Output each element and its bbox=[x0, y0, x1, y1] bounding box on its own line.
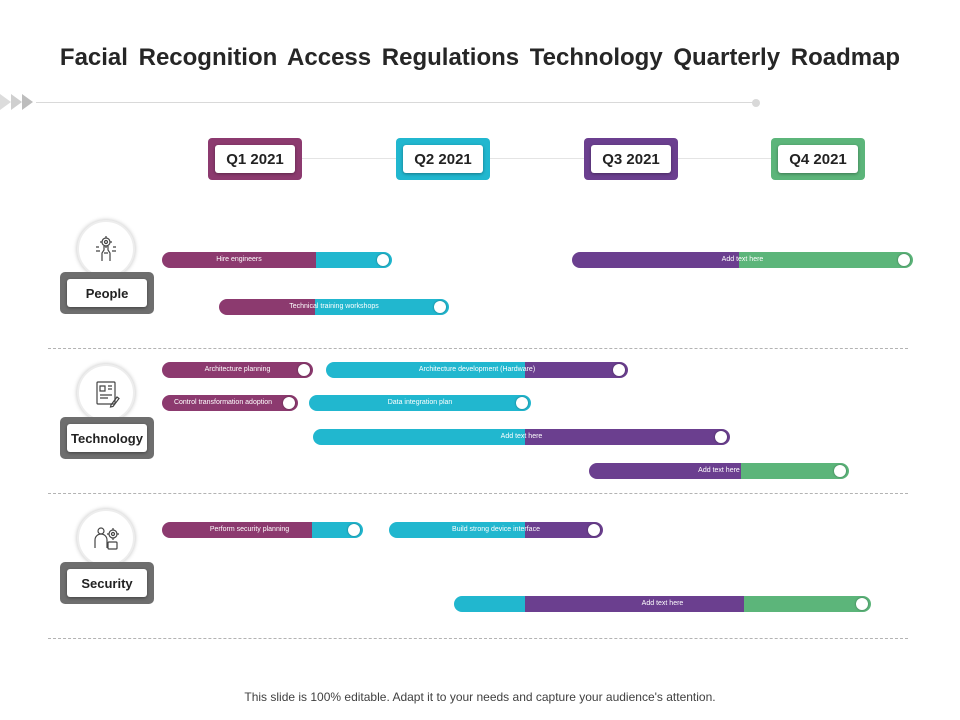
quarter-q1-label: Q1 2021 bbox=[215, 145, 295, 173]
category-people-label: People bbox=[67, 279, 147, 307]
task-label: Architecture development (Hardware) bbox=[418, 366, 536, 373]
task-end-knob bbox=[715, 431, 727, 443]
task-architecture-planning: Architecture planning bbox=[162, 362, 313, 378]
task-end-knob bbox=[516, 397, 528, 409]
task-end-knob bbox=[834, 465, 846, 477]
task-control-transformation: Control transformation adoption bbox=[162, 395, 298, 411]
quarter-connector-line bbox=[255, 158, 815, 159]
quarter-q2-box: Q2 2021 bbox=[396, 138, 490, 180]
quarter-q3-label: Q3 2021 bbox=[591, 145, 671, 173]
category-people: People bbox=[60, 272, 154, 314]
task-label: Add text here bbox=[641, 600, 684, 607]
quarter-q3-box: Q3 2021 bbox=[584, 138, 678, 180]
task-end-knob bbox=[377, 254, 389, 266]
hand-gear-icon bbox=[77, 220, 135, 278]
task-end-knob bbox=[588, 524, 600, 536]
task-architecture-development: Architecture development (Hardware) bbox=[326, 362, 628, 378]
quarter-q2-label: Q2 2021 bbox=[403, 145, 483, 173]
task-end-knob bbox=[283, 397, 295, 409]
person-gear-icon bbox=[77, 509, 135, 567]
task-end-knob bbox=[613, 364, 625, 376]
task-end-knob bbox=[298, 364, 310, 376]
task-tech-add-text-2: Add text here bbox=[589, 463, 849, 479]
task-end-knob bbox=[434, 301, 446, 313]
task-end-knob bbox=[348, 524, 360, 536]
section-divider bbox=[48, 348, 908, 349]
category-security: Security bbox=[60, 562, 154, 604]
blueprint-pencil-icon bbox=[77, 364, 135, 422]
task-people-add-text: Add text here bbox=[572, 252, 913, 268]
task-label: Add text here bbox=[721, 256, 764, 263]
quarter-q1-box: Q1 2021 bbox=[208, 138, 302, 180]
task-label: Perform security planning bbox=[209, 526, 290, 533]
category-technology: Technology bbox=[60, 417, 154, 459]
underline-end-dot bbox=[752, 99, 760, 107]
task-label: Architecture planning bbox=[204, 366, 271, 373]
page-title: Facial Recognition Access Regulations Te… bbox=[59, 44, 901, 71]
title-underline bbox=[36, 102, 756, 103]
task-data-integration: Data integration plan bbox=[309, 395, 531, 411]
task-end-knob bbox=[856, 598, 868, 610]
section-divider bbox=[48, 638, 908, 639]
category-technology-label: Technology bbox=[67, 424, 147, 452]
task-label: Add text here bbox=[698, 467, 740, 474]
section-divider bbox=[48, 493, 908, 494]
task-label: Build strong device interface bbox=[452, 526, 540, 533]
task-end-knob bbox=[898, 254, 910, 266]
task-hire-engineers: Hire engineers bbox=[162, 252, 392, 268]
chevron-arrows-icon bbox=[0, 94, 33, 110]
task-tech-add-text-1: Add text here bbox=[313, 429, 730, 445]
task-label: Hire engineers bbox=[216, 256, 262, 263]
task-security-add-text: Add text here bbox=[454, 596, 871, 612]
quarter-q4-box: Q4 2021 bbox=[771, 138, 865, 180]
category-security-label: Security bbox=[67, 569, 147, 597]
task-label: Add text here bbox=[500, 433, 543, 440]
task-device-interface: Build strong device interface bbox=[389, 522, 603, 538]
quarter-q4-label: Q4 2021 bbox=[778, 145, 858, 173]
footer-note: This slide is 100% editable. Adapt it to… bbox=[244, 690, 716, 704]
task-label: Data integration plan bbox=[387, 399, 453, 406]
task-technical-training: Technical training workshops bbox=[219, 299, 449, 315]
task-security-planning: Perform security planning bbox=[162, 522, 363, 538]
task-label: Control transformation adoption bbox=[173, 399, 273, 406]
task-label: Technical training workshops bbox=[289, 303, 379, 310]
